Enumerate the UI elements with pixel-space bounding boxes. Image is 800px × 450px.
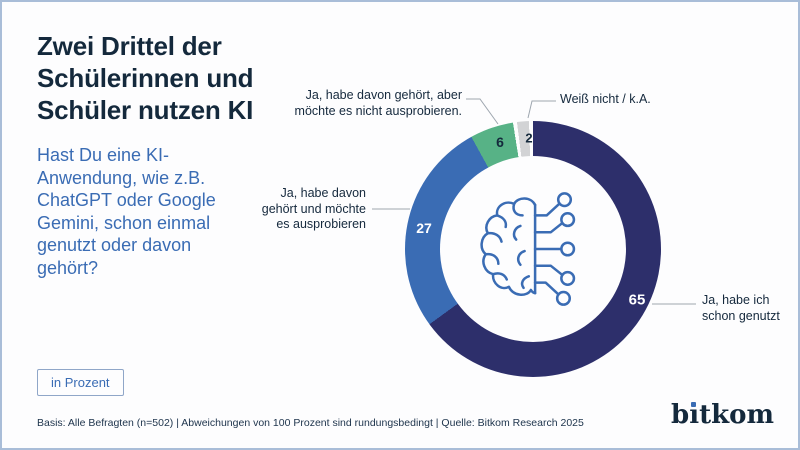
survey-question: Hast Du eine KI-Anwendung, wie z.B. Chat… [37,145,216,278]
label-used: Ja, habe ich schon genutzt [702,293,780,323]
donut-ring [405,121,661,377]
unit-badge: in Prozent [37,369,124,396]
label-no-interest: Ja, habe davon gehört, aber möchte es ni… [294,88,462,118]
label-dont-know: Weiß nicht / k.A. [560,92,651,106]
ai-brain-circuit-icon [480,192,576,306]
segment-value-dont-know: 2 [525,130,533,146]
label-want-to-try: Ja, habe davon gehört und möchte es ausp… [261,186,366,231]
segment-value-used: 65 [628,291,646,309]
donut-hole [440,156,626,342]
segment-value-want-to-try: 27 [416,220,432,236]
page-title: Zwei Drittel der Schülerinnen und Schüle… [37,31,254,125]
source-note: Basis: Alle Befragten (n=502) | Abweichu… [37,417,584,429]
bitkom-logo: bıtkom [671,400,774,430]
segment-value-no-interest: 6 [496,134,504,150]
